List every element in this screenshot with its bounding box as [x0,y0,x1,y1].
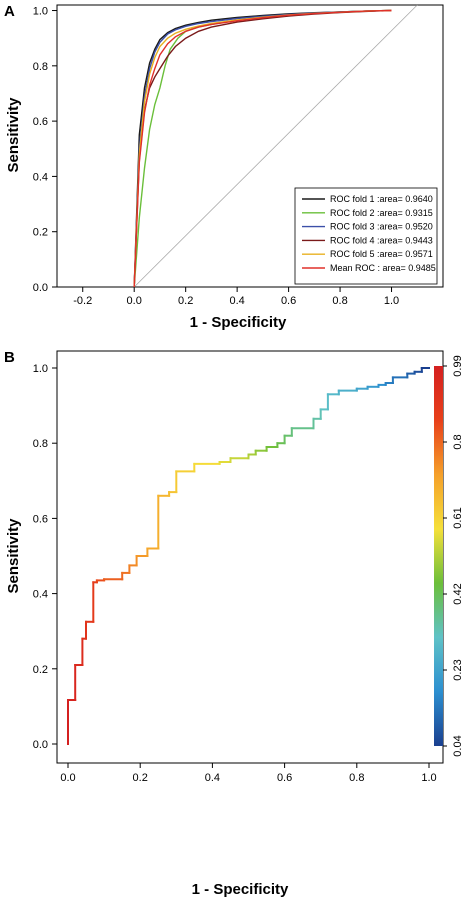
panel-a-xtick-label: -0.2 [73,295,92,307]
panel-a-xtick-label: 0.8 [332,295,347,307]
panel-b-letter: B [4,349,15,366]
legend-entry-3: ROC fold 3 :area= 0.9520 [330,222,433,232]
panel-b-ylabel: Sensitivity [5,518,22,594]
colorbar [434,366,443,746]
panel-a-curves [133,4,418,288]
panel-b-xtick-label: 0.2 [133,772,148,784]
panel-b-ytick-label: 1.0 [33,363,48,375]
legend-entry-6: Mean ROC : area= 0.9485 [330,263,436,273]
panel-a-ticks: -0.2 0.0 0.2 0.4 0.6 0.8 1.0 0.0 0.2 0.4 0.6 0.8 1.0 [33,6,399,307]
colorbar-ticks: 0.04 0.23 0.42 0.61 0.8 0.99 [443,355,464,757]
panel-a-ytick-label: 1.0 [33,6,48,18]
legend-entry-5: ROC fold 5 :area= 0.9571 [330,249,433,259]
panel-a-xtick-label: 1.0 [384,295,399,307]
panel-a-xtick-label: 0.6 [281,295,296,307]
panel-b-ticks: 0.0 0.2 0.4 0.6 0.8 1.0 0.0 0.2 0.4 0.6 0.8 1.0 [33,363,437,784]
panel-b-frame [56,350,444,764]
panel-a-ytick-label: 0.8 [33,61,48,73]
panel-b-xtick-label: 0.4 [205,772,220,784]
legend-entry-1: ROC fold 1 :area= 0.9640 [330,194,433,204]
panel-a-ylabel: Sensitivity [5,97,22,173]
colorbar-tick-label: 0.61 [452,507,464,528]
panel-b-ytick-label: 0.4 [33,589,48,601]
panel-a-letter: A [4,3,15,20]
panel-a-ytick-label: 0.0 [33,282,48,294]
panel-b-xtick-label: 0.8 [349,772,364,784]
colorbar-tick-label: 0.99 [452,355,464,376]
panel-b-ytick-label: 0.2 [33,664,48,676]
panel-a-xtick-label: 0.0 [127,295,142,307]
panel-a-ytick-label: 0.6 [33,116,48,128]
colorbar-tick-label: 0.04 [452,735,464,756]
panel-a-diagonal [133,4,418,288]
panel-a: A 1 - Specificity Sensitivity -0.2 0.0 0.2… [4,3,444,331]
legend-entry-4: ROC fold 4 :area= 0.9443 [330,235,433,245]
panel-a-legend: ROC fold 1 :area= 0.9640 ROC fold 2 :area… [294,187,438,285]
panel-a-xtick-label: 0.4 [229,295,244,307]
colorbar-tick-label: 0.23 [452,659,464,680]
panel-a-series-6 [133,9,392,288]
panel-b-xlabel: 1 - Specificity [192,881,289,898]
panel-b-ytick-label: 0.0 [33,739,48,751]
panel-b-xtick-label: 1.0 [421,772,436,784]
legend-entry-2: ROC fold 2 :area= 0.9315 [330,208,433,218]
panel-b-xtick-label: 0.6 [277,772,292,784]
panel-b: B 1 - Specificity Sensitivity 0.0 0.2 0.4 0… [4,349,464,898]
panel-a-xtick-label: 0.2 [178,295,193,307]
panel-b-ytick-label: 0.8 [33,438,48,450]
panel-a-ytick-label: 0.4 [33,171,48,183]
colorbar-tick-label: 0.42 [452,583,464,604]
panel-b-ytick-label: 0.6 [33,513,48,525]
colorbar-tick-label: 0.8 [452,434,464,449]
panel-a-xlabel: 1 - Specificity [190,314,287,331]
panel-a-ytick-label: 0.2 [33,227,48,239]
panel-b-xtick-label: 0.0 [60,772,75,784]
panel-a-frame [56,4,444,288]
panel-b-curve [67,367,430,745]
